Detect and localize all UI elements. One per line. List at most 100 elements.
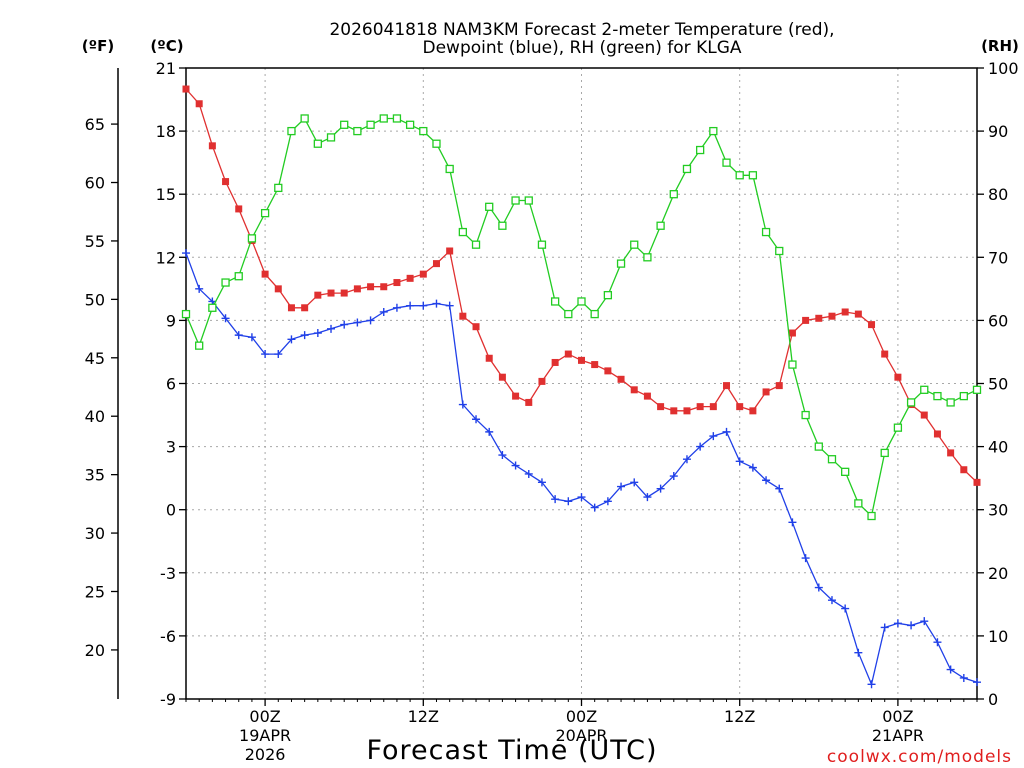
dewpoint-point: [392, 303, 401, 312]
dewpoint-point: [801, 554, 810, 563]
temperature-point: [235, 205, 243, 213]
rh-tick-label: 60: [988, 311, 1008, 330]
x-tick-label: 12Z: [408, 707, 439, 726]
temperature-point: [327, 289, 335, 297]
chart-title-line-2: Dewpoint (blue), RH (green) for KLGA: [423, 38, 742, 58]
celsius-tick-label: 3: [166, 438, 176, 457]
rh-point: [221, 278, 230, 287]
rh-point: [590, 309, 599, 319]
x-tick-label: 00Z: [566, 707, 597, 726]
temperature-point: [828, 312, 836, 320]
rh-point: [696, 145, 705, 155]
celsius-tick-label: 0: [166, 501, 176, 520]
rh-point: [524, 196, 533, 205]
dewpoint-point: [696, 442, 705, 451]
dewpoint-point: [788, 518, 797, 527]
dewpoint-point: [893, 619, 902, 628]
temperature-point: [960, 466, 968, 474]
dewpoint-point: [537, 478, 546, 487]
temperature-point: [604, 367, 612, 375]
rh-point: [181, 309, 191, 319]
rh-point: [656, 221, 665, 230]
rh-point: [946, 398, 955, 407]
rh-point: [735, 171, 744, 180]
rh-point: [682, 164, 692, 174]
temperature-point: [195, 100, 203, 108]
rh-point: [564, 309, 573, 319]
rh-tick-label: 30: [988, 501, 1008, 520]
temperature-point: [854, 310, 862, 318]
celsius-tick-label: 9: [166, 311, 176, 330]
celsius-tick-label: 18: [156, 122, 176, 141]
temperature-point: [643, 392, 651, 400]
rh-point: [775, 246, 784, 256]
dewpoint-point: [880, 623, 889, 632]
rh-point: [550, 297, 560, 306]
rh-point: [867, 511, 876, 521]
dewpoint-point: [669, 472, 678, 481]
dewpoint-line: [185, 252, 978, 687]
dewpoint-point: [643, 493, 652, 502]
celsius-tick-label: -6: [160, 627, 176, 646]
rh-point: [972, 385, 982, 394]
celsius-tick-label: 15: [156, 185, 176, 204]
rh-point: [208, 303, 217, 312]
celsius-tick-label: 12: [156, 248, 176, 267]
dewpoint-point: [867, 680, 876, 689]
dewpoint-point: [406, 301, 415, 310]
temperature-point: [775, 382, 783, 390]
temperature-point: [578, 356, 585, 364]
dewpoint-point: [656, 484, 665, 493]
temperature-point: [841, 308, 849, 316]
rh-point: [326, 133, 336, 142]
temperature-point: [881, 350, 889, 358]
rh-point: [893, 423, 903, 432]
rh-point: [920, 385, 929, 394]
fahrenheit-tick-label: 35: [85, 466, 105, 485]
temperature-point: [933, 430, 941, 438]
rh-point: [366, 120, 375, 129]
temperature-point: [314, 291, 322, 299]
temperature-point: [340, 289, 348, 297]
dewpoint-point: [827, 596, 836, 605]
dewpoint-point: [735, 457, 744, 466]
fahrenheit-tick-label: 20: [85, 641, 105, 660]
dewpoint-point: [762, 476, 771, 485]
fahrenheit-unit-label: (ºF): [82, 37, 114, 55]
rh-point: [234, 272, 243, 281]
rh-point: [274, 183, 283, 193]
rh-point: [392, 114, 402, 123]
rh-point: [405, 120, 415, 129]
fahrenheit-tick-label: 60: [85, 174, 105, 193]
temperature-point: [538, 377, 546, 385]
rh-point: [471, 240, 481, 249]
x-axis-title: Forecast Time (UTC): [366, 735, 657, 766]
rh-unit-label: (RH): [981, 37, 1019, 55]
temperature-point: [432, 260, 440, 268]
temperature-point: [815, 314, 823, 322]
rh-point: [458, 227, 468, 237]
temperature-point: [459, 312, 467, 320]
temperature-point: [472, 323, 480, 331]
temperature-point: [947, 449, 955, 457]
fahrenheit-tick-label: 30: [85, 524, 105, 543]
x-tick-label: 12Z: [724, 707, 755, 726]
temperature-point: [353, 285, 361, 293]
dewpoint-point: [313, 329, 322, 338]
dewpoint-point: [195, 284, 204, 293]
rh-point: [577, 297, 586, 306]
dewpoint-point: [353, 318, 362, 327]
rh-tick-label: 50: [988, 375, 1008, 394]
dewpoint-point: [485, 427, 494, 436]
temperature-point: [749, 407, 757, 415]
fahrenheit-tick-label: 55: [85, 232, 105, 251]
rh-point: [287, 126, 296, 136]
temperature-point: [208, 142, 216, 150]
dewpoint-point: [247, 333, 256, 342]
x-date-label: 20APR: [555, 726, 607, 745]
dewpoint-point: [379, 307, 388, 316]
rh-point: [630, 240, 639, 249]
rh-tick-label: 10: [988, 627, 1008, 646]
rh-point: [643, 253, 652, 262]
